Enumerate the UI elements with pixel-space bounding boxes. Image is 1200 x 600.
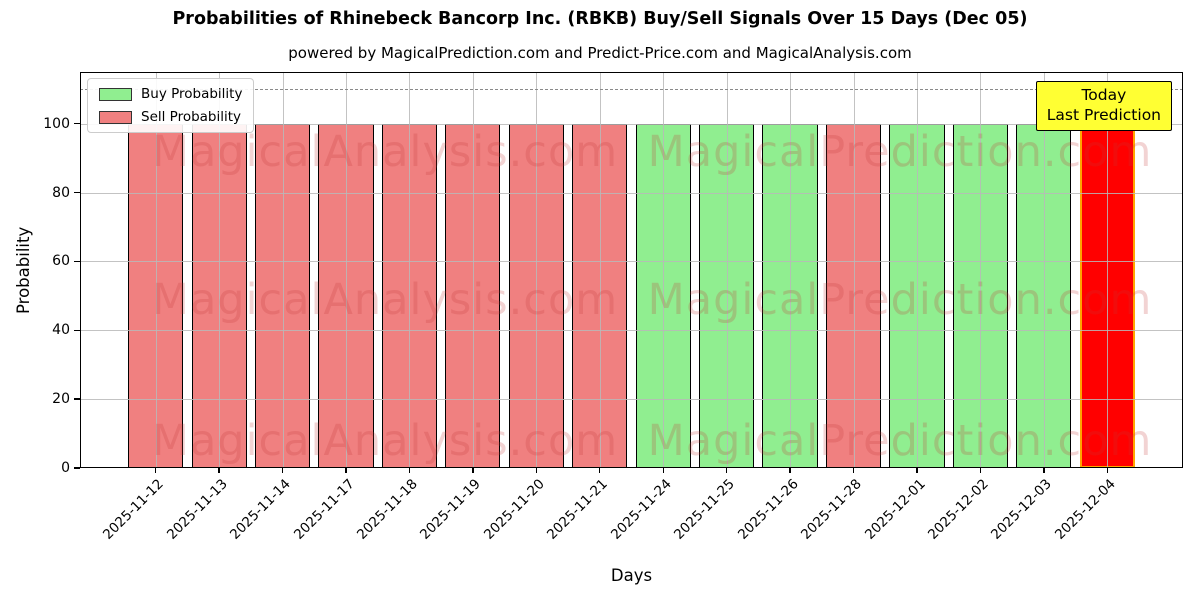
today-annotation-box: Today Last Prediction [1035,81,1172,131]
x-tick-mark [1106,468,1108,473]
buy-probability-bar [699,123,755,468]
x-tick-label: 2025-11-12 [100,476,168,543]
sell-probability-bar [508,123,564,468]
x-tick-mark [218,468,220,473]
x-tick-label: 2025-12-02 [924,476,992,543]
sell-probability-bar [318,123,374,468]
v-gridline [282,72,284,468]
x-tick-label: 2025-11-14 [227,476,294,543]
plot-area: MagicalAnalysis.com MagicalPrediction.com… [80,72,1183,468]
h-gridline [80,399,1183,401]
buy-probability-bar [1016,123,1072,468]
v-gridline [916,72,918,468]
x-tick-mark [979,468,982,473]
buy-swatch-icon [99,87,132,101]
watermark-text: MagicalAnalysis.com [151,275,619,325]
legend-entry-sell: Sell Probability [99,109,242,125]
x-tick-mark [345,468,347,473]
legend-label-buy: Buy Probability [141,86,243,102]
x-tick-mark [599,468,601,473]
legend: Buy Probability Sell Probability [87,78,255,133]
sell-probability-bar [128,123,184,468]
sell-probability-bar [572,123,628,468]
x-tick-mark [916,468,918,473]
x-tick-mark [535,468,538,473]
h-gridline [80,192,1183,194]
x-tick-label: 2025-11-24 [607,476,675,543]
y-tick-mark [74,122,80,125]
threshold-dashed-line [80,89,1183,91]
x-tick-label: 2025-11-19 [417,476,485,543]
watermark-text: MagicalPrediction.com [647,416,1153,466]
sell-probability-bar [825,123,882,468]
annotation-line-1: Today [1081,86,1127,104]
y-tick-mark [74,329,80,331]
annotation-line-2: Last Prediction [1046,106,1161,124]
v-gridline [853,72,855,468]
v-gridline [663,72,665,468]
chart-title: Probabilities of Rhinebeck Bancorp Inc. … [172,9,1028,29]
y-tick-label: 60 [52,253,70,270]
legend-label-sell: Sell Probability [141,109,242,125]
v-gridline [726,72,728,468]
h-gridline [80,123,1183,125]
x-tick-label: 2025-11-17 [290,476,358,543]
v-gridline [980,72,982,468]
sell-probability-bar [445,123,501,468]
v-gridline [790,72,792,468]
v-gridline [599,72,601,468]
v-gridline [155,72,157,468]
x-tick-mark [1043,468,1045,473]
y-tick-mark [74,398,80,400]
watermark-text: MagicalPrediction.com [647,275,1153,325]
v-gridline [409,72,411,468]
y-tick-mark [74,467,80,469]
x-tick-mark [852,468,855,473]
watermark-text: MagicalAnalysis.com [151,127,619,177]
x-tick-label: 2025-11-28 [798,476,865,543]
buy-probability-bar [889,123,945,468]
x-tick-mark [725,468,728,473]
v-gridline [536,72,538,468]
y-tick-mark [74,260,80,263]
x-tick-label: 2025-11-21 [544,476,612,543]
v-gridline [1107,72,1109,468]
watermark-text: MagicalPrediction.com [647,127,1153,177]
y-tick-label: 20 [52,391,70,408]
x-tick-mark [155,468,157,473]
x-tick-label: 2025-11-25 [671,476,738,543]
x-tick-mark [789,468,791,473]
x-axis-label: Days [610,566,653,585]
y-tick-label: 80 [52,184,70,201]
y-tick-label: 40 [52,322,70,339]
x-tick-label: 2025-12-04 [1051,476,1119,543]
sell-swatch-icon [99,110,132,124]
sell-probability-bar [381,123,438,468]
sell-probability-bar [191,123,247,468]
x-tick-label: 2025-11-20 [480,476,548,543]
x-tick-label: 2025-11-18 [353,476,421,543]
v-gridline [1043,72,1045,468]
x-tick-mark [662,468,664,473]
v-gridline [219,72,221,468]
h-gridline [80,261,1183,263]
chart-subtitle: powered by MagicalPrediction.com and Pre… [288,44,912,62]
v-gridline [346,72,348,468]
h-gridline [80,330,1183,332]
buy-probability-bar [762,123,818,468]
y-tick-label: 0 [61,460,70,476]
x-tick-label: 2025-11-26 [734,476,802,543]
x-tick-label: 2025-12-01 [861,476,929,543]
x-tick-mark [472,468,474,473]
x-tick-label: 2025-11-13 [163,476,231,543]
watermark-text: MagicalAnalysis.com [151,416,619,466]
x-tick-label: 2025-12-03 [988,476,1056,543]
y-tick-label: 100 [43,115,70,132]
x-tick-mark [281,468,284,473]
legend-entry-buy: Buy Probability [99,86,242,102]
v-gridline [472,72,474,468]
y-tick-mark [74,191,80,194]
x-tick-mark [408,468,411,473]
